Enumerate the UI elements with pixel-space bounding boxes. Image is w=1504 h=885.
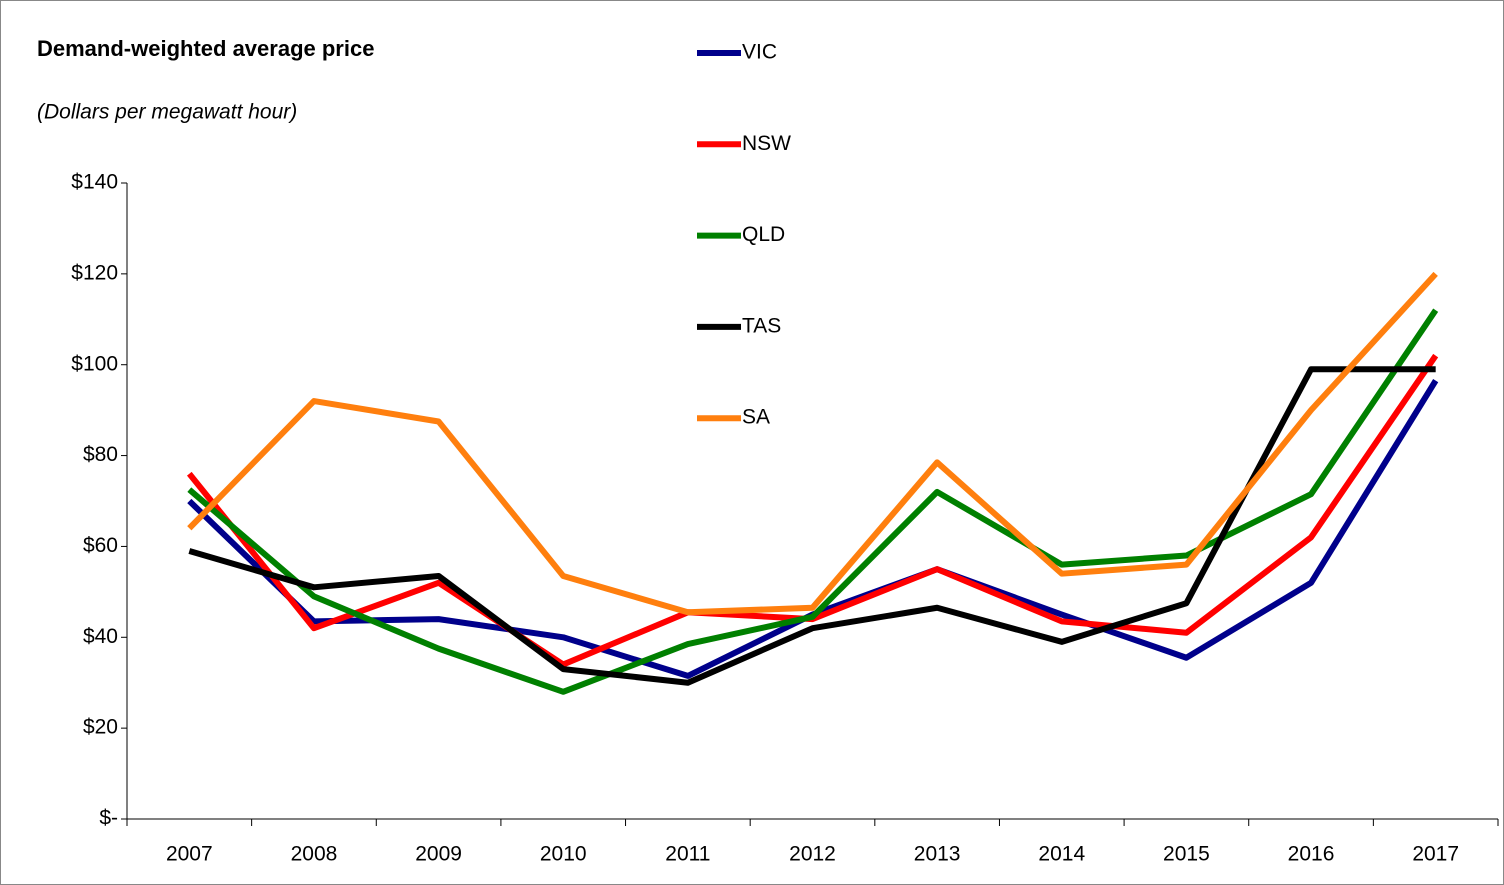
- legend-label: SA: [742, 406, 770, 429]
- x-tick-label: 2013: [914, 843, 961, 866]
- y-tick-label: $140: [71, 171, 118, 194]
- legend-label: VIC: [742, 41, 777, 64]
- y-tick-label: $40: [83, 625, 118, 648]
- x-tick-label: 2010: [540, 843, 587, 866]
- x-tick-label: 2015: [1163, 843, 1210, 866]
- y-tick-label: $60: [83, 534, 118, 557]
- legend-label: QLD: [742, 223, 785, 246]
- x-tick-label: 2012: [789, 843, 836, 866]
- y-tick-label: $-: [99, 807, 118, 830]
- x-tick-label: 2008: [291, 843, 338, 866]
- y-tick-label: $100: [71, 352, 118, 375]
- chart-title: Demand-weighted average price: [37, 36, 374, 61]
- series-line: [188, 366, 1436, 686]
- x-tick-label: 2011: [665, 843, 710, 866]
- y-tick-label: $120: [71, 261, 118, 284]
- x-tick-label: 2009: [415, 843, 462, 866]
- x-tick-label: 2014: [1038, 843, 1085, 866]
- chart-subtitle: (Dollars per megawatt hour): [37, 101, 297, 124]
- x-tick-label: 2007: [166, 843, 213, 866]
- y-tick-label: $80: [83, 443, 118, 466]
- x-tick-label: 2017: [1412, 843, 1459, 866]
- x-tick-label: 2016: [1288, 843, 1335, 866]
- y-tick-label: $20: [83, 716, 118, 739]
- legend-label: TAS: [742, 314, 781, 337]
- legend-label: NSW: [742, 132, 791, 155]
- series-line: [187, 308, 1439, 695]
- series-line: [187, 271, 1438, 616]
